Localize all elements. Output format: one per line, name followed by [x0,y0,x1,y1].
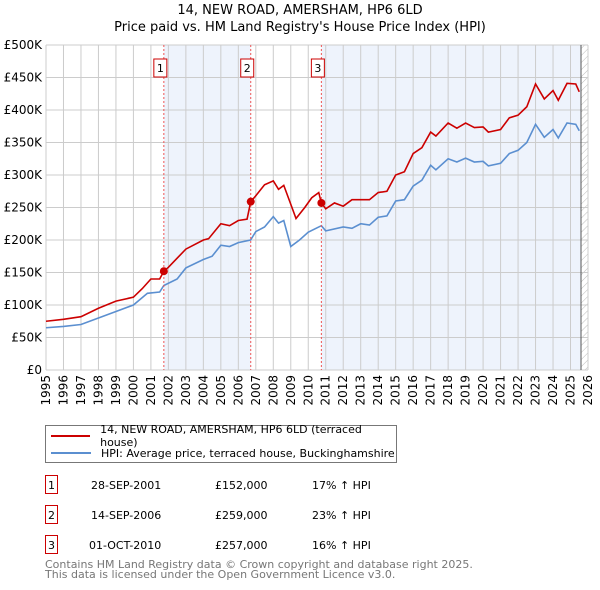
x-tick-label: 2017 [424,375,438,406]
sale-point [246,197,255,206]
footer: Contains HM Land Registry data © Crown c… [45,558,473,581]
sale-badge: 1 [45,475,58,494]
sale-price: £152,000 [215,479,268,492]
sale-row: 2 14-SEP-2006 £259,000 23% ↑ HPI [45,505,445,525]
x-tick-label: 2015 [389,375,403,406]
y-tick-label: £0 [27,363,42,377]
x-tick-label: 2010 [301,375,315,406]
x-tick-label: 2007 [249,375,263,406]
legend-swatch-property [51,435,91,437]
y-tick-label: £400K [4,103,44,117]
y-tick-label: £300K [4,168,44,182]
x-tick-label: 1996 [56,375,70,406]
sale-delta: 23% ↑ HPI [312,509,371,522]
x-tick-label: 1995 [39,375,53,406]
price-chart: 1995 1996 1997 1998 1999 2000 2001 2002 2003 2004… [4,38,595,406]
sale-label-box [153,58,168,78]
x-tick-label: 2021 [494,375,508,406]
x-tick-label: 1997 [74,375,88,406]
sale-date: 28-SEP-2001 [91,479,162,492]
x-tick-label: 2018 [441,375,455,406]
chart-subtitle: Price paid vs. HM Land Registry's House … [114,20,486,35]
x-tick-label: 2009 [284,375,298,406]
x-tick-label: 2005 [214,375,228,406]
sale-label-box [310,58,325,78]
x-tick-label: 2022 [511,375,525,406]
sale-point [159,267,168,276]
legend-label-hpi: HPI: Average price, terraced house, Buck… [101,446,395,460]
x-tick-label: 2006 [231,375,245,406]
x-tick-label: 2011 [319,375,333,406]
x-tick-label: 2004 [196,375,210,406]
x-tick-label: 2012 [336,375,350,406]
x-tick-label: 2020 [476,375,490,406]
sale-label: 3 [314,62,321,75]
sale-label: 2 [244,62,251,75]
footer-licence: This data is licensed under the Open Gov… [45,568,396,581]
y-tick-label: £250K [4,201,44,215]
x-tick-label: 2000 [126,375,140,406]
sale-row: 1 28-SEP-2001 £152,000 17% ↑ HPI [45,475,445,495]
x-tick-label: 2024 [546,375,560,406]
chart-title: 14, NEW ROAD, AMERSHAM, HP6 6LD [177,3,423,18]
y-tick-label: £500K [4,38,44,52]
x-tick-label: 2001 [144,375,158,406]
x-tick-label: 2008 [266,375,280,406]
sale-price: £259,000 [215,509,268,522]
x-tick-label: 1998 [91,375,105,406]
x-tick-label: 2013 [354,375,368,406]
sale-delta: 17% ↑ HPI [312,479,371,492]
legend-swatch-hpi [51,452,91,454]
y-tick-label: £350K [4,136,44,150]
y-tick-label: £200K [4,233,44,247]
legend: 14, NEW ROAD, AMERSHAM, HP6 6LD (terrace… [45,423,397,463]
y-tick-label: £450K [4,71,44,85]
sale-label: 1 [157,62,164,75]
legend-label-property: 14, NEW ROAD, AMERSHAM, HP6 6LD (terrace… [100,423,362,449]
x-tick-label: 2003 [179,375,193,406]
y-tick-label: £50K [11,331,43,345]
sale-badge: 2 [45,505,58,524]
y-tick-label: £100K [4,298,44,312]
sale-delta: 16% ↑ HPI [312,539,371,552]
y-tick-label: £150K [4,266,44,280]
sale-date: 01-OCT-2010 [89,539,162,552]
sale-badge: 3 [45,535,58,554]
sale-point [317,198,326,207]
sale-label-box [240,58,255,78]
x-tick-label: 2025 [564,375,578,406]
footer-copyright: Contains HM Land Registry data © Crown c… [45,558,473,571]
x-tick-label: 2026 [581,375,595,406]
x-tick-label: 2014 [371,375,385,406]
hpi-line [45,122,580,329]
x-tick-label: 2023 [529,375,543,406]
sale-date: 14-SEP-2006 [91,509,162,522]
x-tick-label: 1999 [109,375,123,406]
sale-row: 3 01-OCT-2010 £257,000 16% ↑ HPI [45,535,445,555]
x-tick-label: 2019 [459,375,473,406]
x-tick-label: 2002 [161,375,175,406]
sale-price: £257,000 [215,539,268,552]
x-tick-label: 2016 [406,375,420,406]
